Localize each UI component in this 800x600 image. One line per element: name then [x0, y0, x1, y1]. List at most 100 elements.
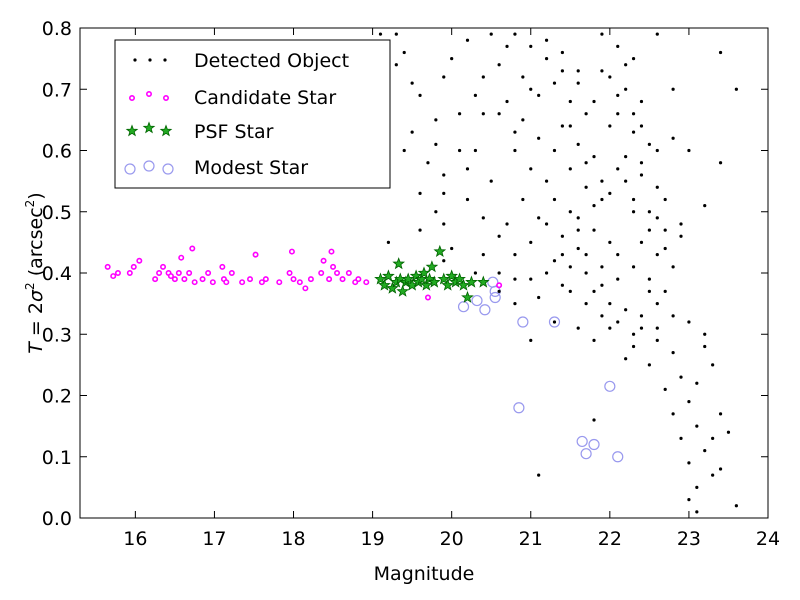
legend-label-detected-object: Detected Object [194, 50, 349, 72]
detected-point [647, 289, 651, 293]
detected-point [631, 197, 636, 202]
detected-point [560, 124, 564, 128]
candidate-point [205, 269, 212, 276]
detected-point [529, 277, 533, 281]
detected-point [473, 93, 478, 97]
detected-point [489, 179, 493, 183]
detected-point [616, 320, 620, 324]
modest-point [479, 304, 491, 316]
detected-point [718, 50, 723, 55]
detected-point [624, 63, 628, 67]
detected-point [513, 277, 517, 281]
detected-point [394, 32, 398, 36]
detected-point [576, 228, 580, 232]
y-axis-label: T = 2σ2 (arcsec2) [23, 192, 47, 353]
detected-point [600, 179, 604, 183]
detected-point [426, 161, 430, 165]
candidate-point [496, 282, 503, 289]
x-tick-label: 20 [440, 528, 464, 550]
y-label-sup: 2 [23, 282, 37, 290]
y-tick-label: 0.6 [42, 141, 72, 163]
detected-point [568, 289, 572, 293]
y-tick-label: 0.0 [42, 508, 72, 530]
detected-point [647, 228, 651, 232]
detected-point [560, 283, 564, 287]
legend-item-detected-object: Detected Object [133, 50, 349, 72]
psf-point [427, 275, 441, 288]
candidate-point [186, 269, 193, 276]
detected-point [552, 259, 557, 263]
series-candidate-star [104, 245, 503, 301]
psf-point [425, 260, 439, 273]
candidate-point [345, 269, 352, 276]
modest-point [471, 294, 483, 307]
legend: Detected Object Candidate Star PSF Star … [114, 39, 391, 189]
detected-point [386, 240, 391, 244]
detected-point [663, 228, 667, 232]
detected-point [568, 124, 572, 128]
detected-point [568, 167, 572, 171]
candidate-point [114, 269, 121, 276]
candidate-point [307, 276, 314, 283]
detected-point [687, 400, 691, 404]
detected-point [639, 124, 644, 128]
detected-point [560, 234, 564, 238]
candidate-point [252, 251, 259, 258]
detected-point [592, 289, 596, 293]
y-tick-label: 0.8 [42, 18, 72, 40]
candidate-point [339, 276, 346, 283]
detected-point [402, 50, 406, 55]
candidate-point [136, 257, 143, 264]
x-tick-label: 17 [202, 528, 226, 550]
legend-label-candidate-star: Candidate Star [194, 87, 336, 109]
candidate-point [276, 279, 283, 286]
detected-point [505, 44, 509, 48]
detected-point [631, 332, 636, 336]
detected-point [616, 112, 620, 116]
y-tick-label: 0.4 [42, 263, 72, 285]
detected-point [552, 81, 557, 85]
detected-point [616, 44, 620, 48]
detected-point [442, 75, 446, 79]
legend-star-glyph [142, 121, 156, 134]
modest-point [604, 380, 616, 392]
psf-point [423, 272, 436, 285]
legend-marker-open-circle [124, 160, 174, 175]
detected-point [537, 473, 541, 477]
detected-point [647, 210, 651, 214]
candidate-point [290, 276, 297, 283]
detected-point [726, 430, 731, 434]
detected-point [631, 265, 636, 269]
legend-marker-star [125, 121, 173, 137]
detected-point [513, 253, 517, 257]
psf-point [382, 269, 395, 282]
detected-point [671, 265, 675, 269]
detected-point [600, 32, 604, 36]
psf-point [476, 275, 490, 288]
detected-point [410, 81, 414, 85]
candidate-point [424, 294, 431, 301]
candidate-point [247, 276, 254, 283]
modest-point [457, 301, 470, 313]
candidate-point [330, 263, 337, 270]
candidate-point [239, 279, 246, 286]
detected-point [734, 504, 738, 508]
candidate-point [302, 285, 309, 292]
detected-point [418, 228, 422, 232]
detected-point [521, 197, 525, 202]
detected-point [655, 148, 659, 153]
detected-point [639, 161, 644, 165]
legend-item-psf-star: PSF Star [125, 121, 274, 143]
detected-point [608, 124, 612, 128]
detected-point [631, 344, 636, 349]
detected-point [434, 210, 438, 214]
legend-label-modest-star: Modest Star [194, 157, 308, 179]
detected-point [718, 412, 723, 416]
detected-point [576, 142, 580, 146]
detected-point [655, 326, 659, 330]
detected-point [592, 418, 596, 422]
detected-point [552, 320, 557, 324]
detected-point [639, 173, 644, 177]
detected-point [576, 81, 580, 85]
